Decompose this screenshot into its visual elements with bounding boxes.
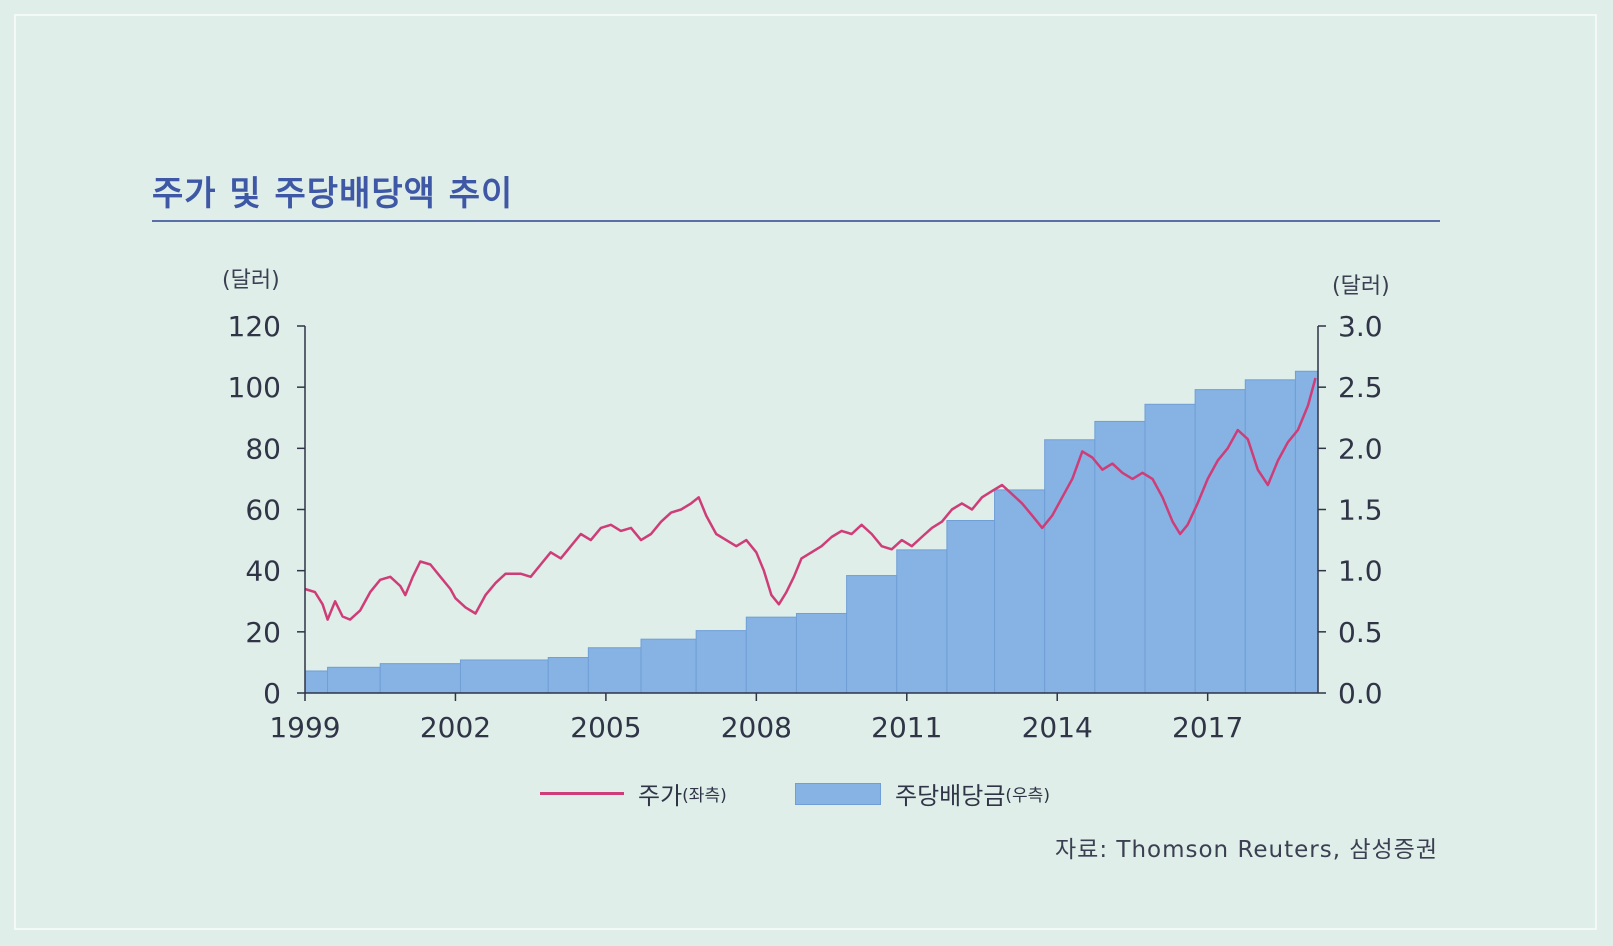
dividend-step-bar	[1044, 439, 1096, 694]
x-tick-label: 2005	[570, 711, 641, 744]
dividend-step-bar	[994, 489, 1046, 694]
legend-price-note: (좌측)	[682, 786, 727, 806]
price-line-layer	[304, 377, 1317, 621]
legend-dividend-label: 주당배당금	[895, 782, 1006, 810]
left-tick-label: 60	[245, 494, 281, 527]
legend-price-swatch	[540, 792, 624, 795]
dividend-step-bar	[1244, 379, 1296, 694]
legend-dividend: 주당배당금 (우측)	[795, 776, 1050, 811]
left-axis-unit: (달러)	[222, 268, 280, 293]
chart-title: 주가 및 주당배당액 추이	[152, 174, 514, 214]
x-tick-label: 2002	[420, 711, 491, 744]
legend-price: 주가 (좌측)	[540, 776, 727, 811]
right-tick-label: 1.0	[1338, 555, 1383, 588]
left-tick-label: 20	[245, 616, 281, 649]
left-tick-label: 40	[245, 555, 281, 588]
source-note: 자료: Thomson Reuters, 삼성증권	[1055, 837, 1438, 863]
dividend-area-layer	[304, 370, 1319, 694]
x-tick-label: 2017	[1172, 711, 1243, 744]
dividend-step-bar	[459, 659, 549, 694]
x-tick-label: 2011	[871, 711, 942, 744]
legend-dividend-note: (우측)	[1005, 786, 1050, 806]
dividend-step-bar	[1294, 370, 1319, 694]
dividend-step-bar	[795, 612, 848, 694]
right-tick-label: 2.5	[1338, 371, 1383, 404]
dividend-step-bar	[587, 647, 642, 694]
legend-dividend-swatch	[795, 782, 881, 805]
dividend-step-bar	[695, 630, 747, 694]
right-tick-label: 2.0	[1338, 432, 1383, 465]
right-tick-label: 3.0	[1338, 310, 1383, 343]
dividend-step-bar	[946, 520, 996, 694]
left-tick-label: 0	[263, 677, 281, 710]
dividend-step-bar	[846, 575, 898, 694]
legend-price-label: 주가	[638, 782, 683, 810]
axes-layer: 120 100 80 60 40 20 0 3.0 2.5 2.0 1.5 1.0 0.5 0.0 1999…	[228, 310, 1383, 744]
left-tick-label: 100	[228, 371, 281, 404]
dividend-step-bar	[1094, 420, 1146, 694]
x-tick-label: 2014	[1022, 711, 1093, 744]
right-tick-label: 0.0	[1338, 677, 1383, 710]
x-tick-label: 1999	[269, 711, 340, 744]
right-tick-label: 1.5	[1338, 494, 1383, 527]
figure-frame	[14, 14, 1597, 930]
dividend-step-bar	[1194, 389, 1246, 694]
dividend-step-bar	[640, 638, 697, 694]
dividend-step-bar	[304, 670, 329, 694]
right-tick-label: 0.5	[1338, 616, 1383, 649]
dividend-step-bar	[745, 616, 797, 694]
left-tick-label: 80	[245, 432, 281, 465]
title-underline	[152, 220, 1440, 222]
right-axis-unit: (달러)	[1332, 274, 1390, 299]
dividend-step-bar	[896, 549, 948, 694]
price-line	[304, 377, 1317, 621]
dividend-step-bar	[1144, 403, 1196, 694]
left-tick-label: 120	[228, 310, 281, 343]
x-tick-label: 2008	[721, 711, 792, 744]
dividend-step-bar	[379, 663, 461, 694]
dividend-step-bar	[547, 657, 589, 694]
dividend-step-bar	[327, 666, 381, 694]
